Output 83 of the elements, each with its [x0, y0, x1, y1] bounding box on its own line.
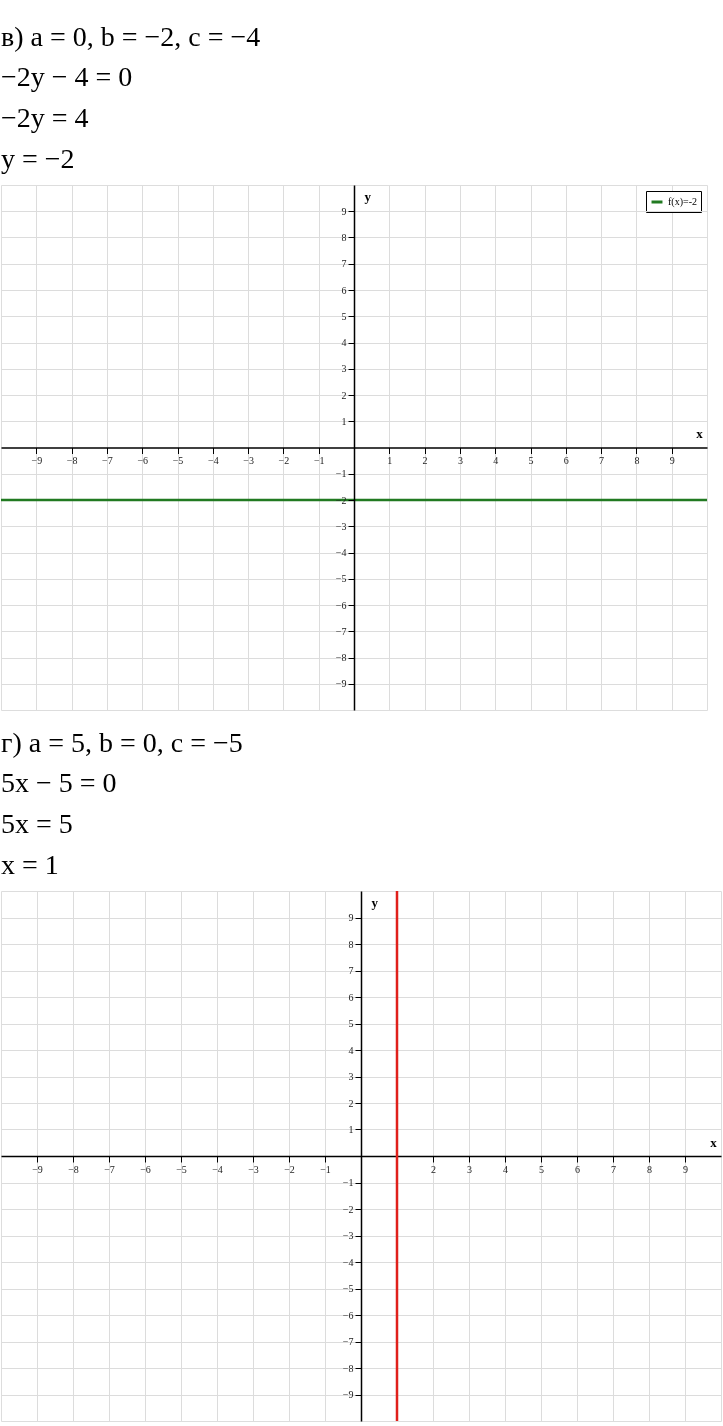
text: x = 1	[1, 849, 59, 880]
x-tick-label: 6	[563, 455, 569, 466]
y-tick-label: 5	[348, 1018, 354, 1029]
x-tick-label: 3	[457, 455, 463, 466]
x-tick-label: −6	[137, 455, 149, 466]
text: 5x = 5	[1, 808, 73, 839]
y-axis-title: y	[371, 894, 379, 910]
y-tick-label: −6	[342, 1309, 354, 1321]
x-tick-label: 7	[611, 1163, 616, 1175]
y-tick-label: −8	[335, 652, 347, 663]
y-tick-label: −4	[335, 547, 347, 558]
text: y = −2	[1, 143, 75, 174]
x-tick-label: −7	[102, 455, 113, 466]
y-tick-label: −5	[342, 1283, 354, 1294]
y-tick-label: −7	[335, 625, 347, 637]
y-tick-label: 7	[348, 965, 354, 976]
y-tick-label: 8	[341, 232, 347, 243]
y-tick-label: −6	[335, 599, 347, 611]
x-tick-label: −8	[66, 455, 78, 466]
y-tick-label: −2	[342, 1203, 354, 1215]
x-tick-label: −9	[32, 1163, 43, 1175]
y-tick-label: −5	[335, 573, 347, 585]
x-axis-title: x	[710, 1134, 718, 1150]
legend-label: f(x)=-2	[668, 196, 697, 208]
y-tick-label: 9	[348, 912, 354, 923]
x-tick-label: −9	[31, 455, 43, 466]
text: 5x − 5 = 0	[1, 767, 117, 798]
x-tick-label: 7	[599, 455, 605, 466]
y-tick-label: 2	[341, 389, 347, 401]
x-tick-label: −1	[320, 1163, 331, 1175]
x-tick-label: −3	[248, 1163, 259, 1175]
y-tick-label: −1	[342, 1177, 354, 1188]
x-tick-label: 6	[575, 1163, 580, 1175]
x-tick-label: −6	[140, 1163, 151, 1175]
x-tick-label: −8	[68, 1163, 79, 1175]
x-tick-label: 8	[634, 455, 640, 466]
y-tick-label: 1	[348, 1124, 354, 1135]
y-tick-label: 8	[348, 938, 354, 950]
chart-title: г) a = 5, b = 0, c = −5	[1, 727, 243, 758]
y-tick-label: −1	[335, 468, 347, 480]
y-tick-label: −7	[342, 1336, 354, 1347]
x-tick-label: −5	[176, 1163, 187, 1175]
x-tick-label: 5	[528, 455, 534, 466]
x-axis-title: x	[696, 426, 704, 441]
y-axis-title: y	[364, 188, 372, 204]
chart-title: в) a = 0, b = −2, c = −4	[1, 21, 261, 52]
y-tick-label: −3	[342, 1230, 354, 1241]
x-tick-label: −4	[207, 455, 219, 466]
y-tick-label: 2	[348, 1097, 354, 1109]
x-tick-label: −3	[243, 455, 254, 466]
x-tick-label: −2	[284, 1163, 295, 1175]
y-tick-label: 1	[341, 415, 347, 427]
x-tick-label: 2	[431, 1163, 436, 1175]
x-tick-label: −1	[313, 455, 325, 466]
y-tick-label: −9	[342, 1389, 354, 1400]
x-tick-label: 5	[539, 1163, 544, 1175]
x-tick-label: −2	[278, 455, 290, 466]
y-tick-label: 6	[348, 991, 354, 1003]
y-tick-label: 9	[341, 205, 347, 217]
x-tick-label: −4	[212, 1163, 223, 1175]
y-tick-label: −4	[342, 1256, 354, 1268]
x-tick-label: 1	[387, 455, 393, 466]
y-tick-label: 3	[348, 1071, 354, 1082]
x-tick-label: 4	[503, 1163, 508, 1175]
y-tick-label: −3	[335, 520, 347, 532]
y-tick-label: 7	[341, 258, 347, 270]
x-tick-label: 2	[422, 455, 428, 466]
y-tick-label: 6	[341, 284, 347, 296]
y-tick-label: 5	[341, 310, 347, 322]
x-tick-label: 4	[493, 455, 499, 466]
x-tick-label: 9	[669, 455, 675, 466]
x-tick-label: 9	[683, 1163, 688, 1175]
y-tick-label: 4	[348, 1044, 354, 1056]
y-tick-label: 3	[341, 363, 347, 375]
x-tick-label: −7	[104, 1163, 115, 1175]
y-tick-label: 4	[341, 337, 347, 348]
x-tick-label: 3	[467, 1163, 472, 1175]
y-tick-label: −9	[335, 678, 347, 690]
x-tick-label: −5	[172, 455, 184, 466]
text: −2y = 4	[1, 102, 89, 133]
x-tick-label: 8	[647, 1163, 652, 1175]
text: −2y − 4 = 0	[1, 61, 133, 92]
y-tick-label: −8	[342, 1362, 354, 1374]
